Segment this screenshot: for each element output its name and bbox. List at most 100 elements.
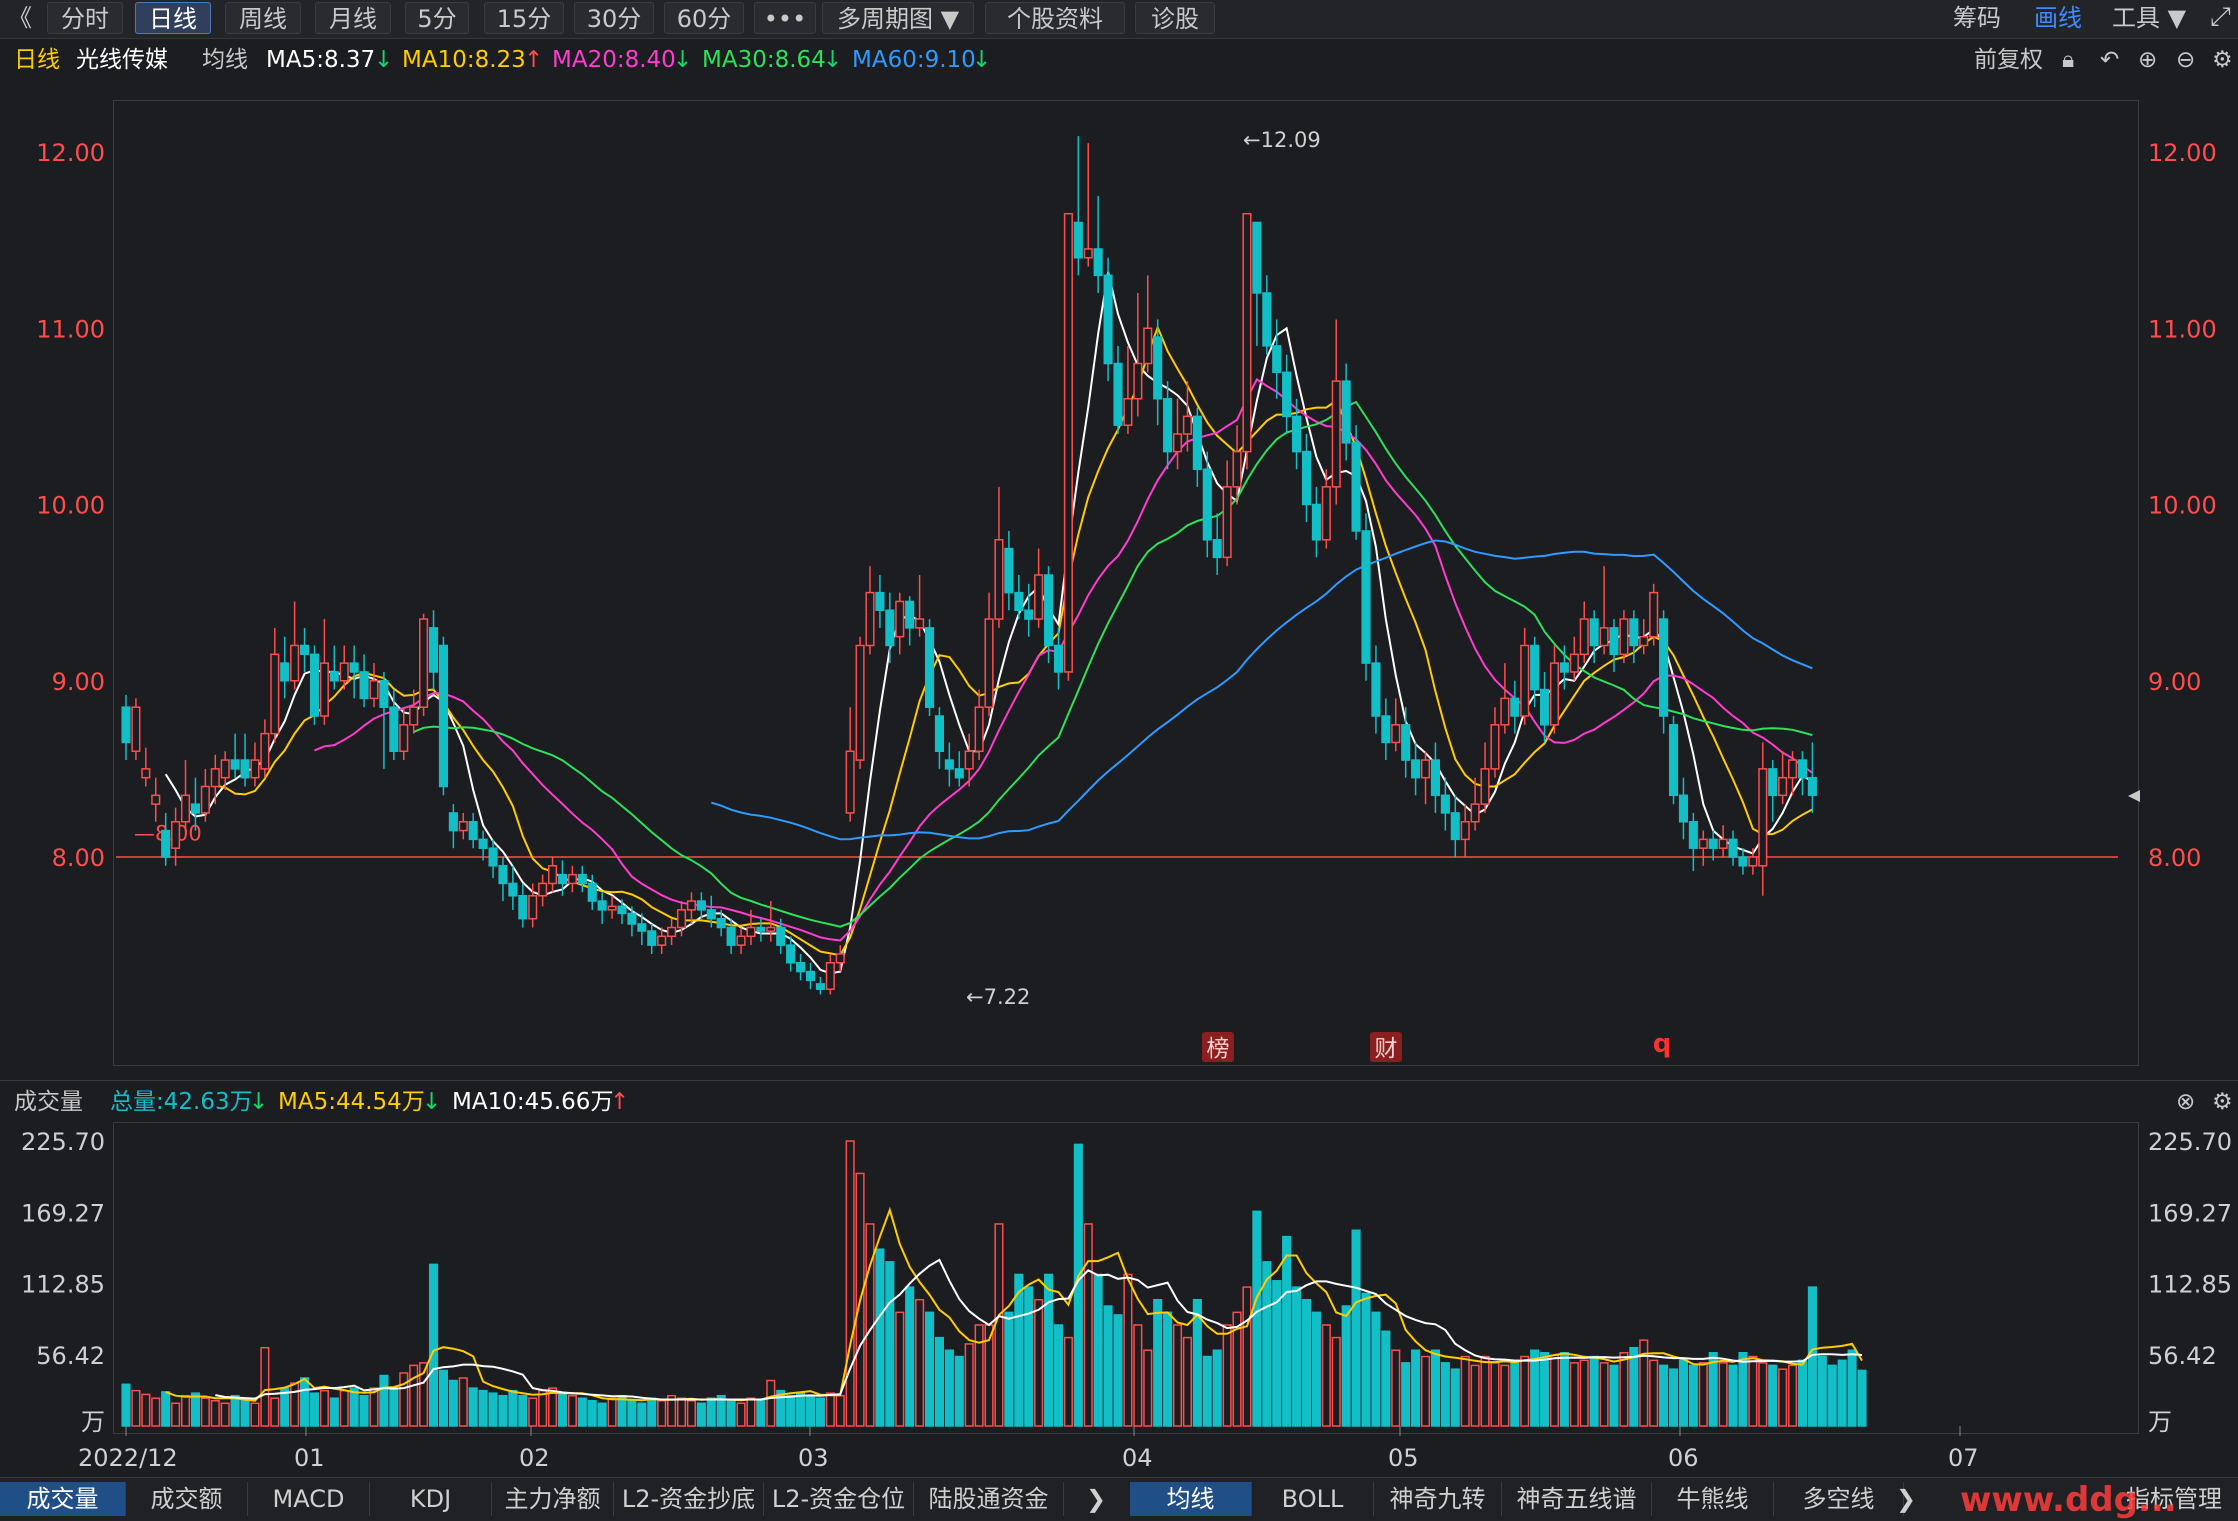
candle-body-37 bbox=[488, 847, 498, 867]
adjust-mode[interactable]: 前复权 bbox=[1974, 47, 2043, 73]
candle-body-99 bbox=[1103, 274, 1113, 365]
bottom-tab-left-1[interactable]: 成交额 bbox=[126, 1482, 248, 1516]
vol-tick-right-4: 万 bbox=[2148, 1408, 2172, 1436]
candle-body-72 bbox=[835, 953, 845, 964]
expand-icon[interactable]: ⤢ bbox=[2210, 2, 2231, 32]
candle-body-163 bbox=[1738, 856, 1748, 867]
candle-body-75 bbox=[865, 591, 875, 647]
scroll-right-icon-2[interactable]: ❯ bbox=[1895, 1485, 1917, 1513]
candle-body-160 bbox=[1708, 838, 1718, 849]
tab-5[interactable]: 15分 bbox=[484, 2, 564, 34]
bottom-tab-left-6[interactable]: L2-资金仓位 bbox=[764, 1482, 914, 1516]
tab-11[interactable]: 诊股 bbox=[1135, 2, 1215, 34]
tab-2[interactable]: 周线 bbox=[225, 2, 301, 34]
indicator-manage-button[interactable]: 指标管理 bbox=[2126, 1485, 2222, 1513]
ma10-line bbox=[215, 324, 1813, 957]
volume-bar-135 bbox=[1460, 1355, 1470, 1427]
volume-bar-172 bbox=[1827, 1364, 1837, 1427]
volume-bar-8 bbox=[200, 1397, 210, 1427]
zoom-out-icon[interactable]: ⊖ bbox=[2176, 47, 2196, 73]
volume-bar-137 bbox=[1480, 1355, 1490, 1427]
tab-9[interactable]: 多周期图 ▼ bbox=[822, 2, 974, 34]
bottom-tab-right-5[interactable]: 多空线 bbox=[1774, 1482, 1904, 1516]
bottom-tab-left-5[interactable]: L2-资金抄底 bbox=[614, 1482, 764, 1516]
volume-bar-88 bbox=[994, 1223, 1004, 1427]
volume-settings-icon[interactable]: ⚙ bbox=[2212, 1089, 2233, 1115]
candle-body-41 bbox=[528, 895, 538, 920]
high-annotation: ←12.09 bbox=[1243, 128, 1321, 152]
tab-10[interactable]: 个股资料 bbox=[985, 2, 1125, 34]
scroll-right-icon[interactable]: ❯ bbox=[1085, 1485, 1107, 1513]
candle-body-146 bbox=[1569, 653, 1579, 673]
candle-body-103 bbox=[1143, 327, 1153, 365]
volume-bar-48 bbox=[597, 1402, 607, 1427]
tab-8[interactable]: ••• bbox=[754, 2, 816, 34]
volume-bar-5 bbox=[171, 1402, 181, 1427]
volume-bar-151 bbox=[1619, 1352, 1629, 1427]
volume-bar-163 bbox=[1738, 1352, 1748, 1427]
tab-7[interactable]: 60分 bbox=[664, 2, 744, 34]
tab-6[interactable]: 30分 bbox=[574, 2, 654, 34]
bottom-tab-right-4[interactable]: 牛熊线 bbox=[1652, 1482, 1774, 1516]
candle-body-168 bbox=[1788, 759, 1798, 779]
price-panel-frame bbox=[113, 100, 2139, 1066]
bottom-tab-right-1[interactable]: BOLL bbox=[1252, 1482, 1374, 1516]
bottom-tab-left-3[interactable]: KDJ bbox=[370, 1482, 492, 1516]
volume-bar-85 bbox=[964, 1343, 974, 1427]
volume-chart[interactable]: 225.70 225.70 169.27 169.27 112.85 112.85 56.4… bbox=[0, 0, 2238, 1477]
ma-label[interactable]: 均线 bbox=[202, 47, 248, 73]
volume-bar-25 bbox=[369, 1387, 379, 1427]
volume-bar-10 bbox=[220, 1402, 230, 1427]
tools-menu-button[interactable]: 工具 ▼ bbox=[2112, 4, 2187, 32]
settings-icon[interactable]: ⚙ bbox=[2212, 47, 2233, 73]
price-tick-left-0: 12.00 bbox=[36, 139, 105, 167]
chip-distribution-button[interactable]: 筹码 bbox=[1953, 4, 2001, 32]
drawing-button[interactable]: 画线 bbox=[2034, 4, 2082, 32]
candle-body-11 bbox=[230, 759, 240, 770]
tab-1[interactable]: 日线 bbox=[135, 2, 211, 34]
candle-body-100 bbox=[1113, 362, 1123, 426]
tab-3[interactable]: 月线 bbox=[315, 2, 391, 34]
zoom-in-icon[interactable]: ⊕ bbox=[2138, 47, 2158, 73]
bottom-tab-right-2[interactable]: 神奇九转 bbox=[1374, 1482, 1502, 1516]
volume-bar-37 bbox=[488, 1392, 498, 1427]
candle-body-116 bbox=[1272, 345, 1282, 374]
bottom-tab-left-0[interactable]: 成交量 bbox=[0, 1482, 126, 1516]
candle-body-141 bbox=[1520, 644, 1530, 717]
lock-icon[interactable]: 🔒︎ bbox=[2062, 47, 2075, 73]
candle-body-14 bbox=[260, 732, 270, 770]
candle-body-67 bbox=[786, 944, 796, 964]
close-icon[interactable]: ⊗ bbox=[2176, 1089, 2196, 1115]
volume-bar-111 bbox=[1222, 1324, 1232, 1427]
period-label: 日线 bbox=[14, 47, 60, 73]
volume-bar-156 bbox=[1668, 1368, 1679, 1427]
volume-bar-109 bbox=[1202, 1355, 1212, 1427]
volume-bar-3 bbox=[151, 1397, 161, 1427]
bottom-tab-left-4[interactable]: 主力净额 bbox=[492, 1482, 614, 1516]
volume-bar-128 bbox=[1391, 1349, 1401, 1427]
candle-body-12 bbox=[240, 759, 250, 779]
back-icon[interactable]: 《 bbox=[8, 4, 32, 32]
candle-body-68 bbox=[796, 962, 806, 973]
tab-0[interactable]: 分时 bbox=[47, 2, 123, 34]
candle-body-65 bbox=[766, 926, 776, 932]
bottom-tab-left-2[interactable]: MACD bbox=[248, 1482, 370, 1516]
candle-body-13 bbox=[250, 759, 260, 779]
candlestick-chart[interactable]: 12.00 12.00 11.00 11.00 10.00 10.00 9.00 9.00 8.… bbox=[0, 0, 2238, 1080]
watermark: www.ddg... bbox=[1960, 1480, 2177, 1520]
volume-bar-144 bbox=[1549, 1354, 1560, 1427]
ma5-arrow: ↓ bbox=[374, 47, 394, 73]
bottom-tab-right-0[interactable]: 均线 bbox=[1130, 1482, 1252, 1516]
vol-tick-right-0: 225.70 bbox=[2148, 1128, 2232, 1156]
bottom-tab-right-3[interactable]: 神奇五线谱 bbox=[1502, 1482, 1652, 1516]
volume-bar-174 bbox=[1847, 1349, 1857, 1427]
volume-bar-72 bbox=[835, 1394, 845, 1427]
volume-bar-1 bbox=[131, 1389, 141, 1427]
volume-bar-140 bbox=[1510, 1359, 1520, 1427]
tab-4[interactable]: 5分 bbox=[405, 2, 469, 34]
bottom-tab-left-7[interactable]: 陆股通资金 bbox=[914, 1482, 1064, 1516]
volume-bar-36 bbox=[478, 1389, 488, 1427]
ma60-arrow: ↓ bbox=[972, 47, 992, 73]
undo-icon[interactable]: ↶ bbox=[2100, 47, 2120, 73]
volume-panel-frame bbox=[113, 1122, 2139, 1434]
